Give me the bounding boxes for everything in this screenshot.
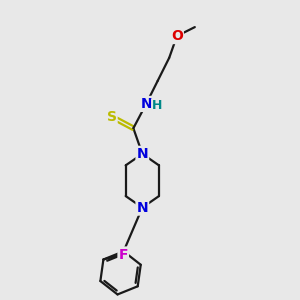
Text: N: N: [136, 147, 148, 161]
Text: F: F: [118, 248, 128, 262]
Text: N: N: [136, 201, 148, 214]
Text: H: H: [152, 100, 162, 112]
Text: O: O: [171, 29, 183, 43]
Text: S: S: [106, 110, 117, 124]
Text: N: N: [140, 97, 152, 111]
